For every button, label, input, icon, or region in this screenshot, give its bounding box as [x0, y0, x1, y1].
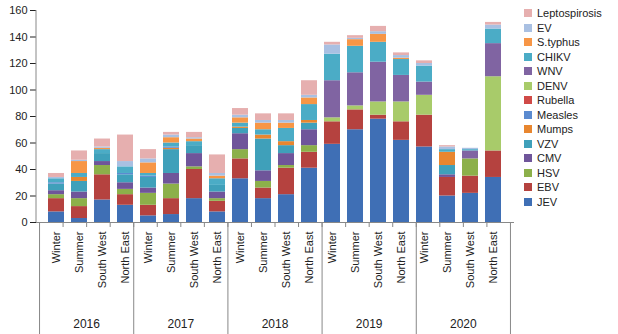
svg-text:Winter: Winter: [326, 231, 338, 263]
html-text:EV: EV: [537, 21, 552, 34]
svg-text:North East: North East: [303, 232, 315, 284]
svg-text:Summer: Summer: [349, 231, 361, 273]
svg-text:South West: South West: [96, 232, 108, 289]
svg-text:Winter: Winter: [234, 231, 246, 263]
html-text:Rubella: Rubella: [537, 94, 575, 107]
svg-text:160: 160: [9, 4, 27, 16]
svg-text:2018: 2018: [262, 317, 289, 331]
svg-text:South West: South West: [372, 232, 384, 289]
html-text:JEV: JEV: [537, 195, 558, 208]
svg-text:2019: 2019: [356, 317, 383, 331]
svg-text:Winter: Winter: [418, 231, 430, 263]
svg-text:2017: 2017: [167, 317, 194, 331]
html-text:CHIKV: CHIKV: [537, 50, 571, 63]
html-text:HSV: HSV: [537, 166, 560, 179]
html-text:S.typhus: S.typhus: [537, 36, 580, 49]
html-text:DENV: DENV: [537, 79, 568, 92]
html-text:WNV: WNV: [537, 65, 563, 78]
svg-text:Summer: Summer: [165, 231, 177, 273]
svg-text:Winter: Winter: [142, 231, 154, 263]
svg-text:North East: North East: [395, 232, 407, 284]
svg-text:South West: South West: [464, 232, 476, 289]
svg-text:20: 20: [15, 190, 27, 202]
html-text:CMV: CMV: [537, 152, 562, 165]
html-text:Measles: Measles: [537, 108, 578, 121]
html-text:VZV: VZV: [537, 137, 559, 150]
svg-text:0: 0: [21, 216, 27, 228]
svg-text:2016: 2016: [73, 317, 100, 331]
html-text:Mumps: Mumps: [537, 123, 574, 136]
html-text:Leptospirosis: Leptospirosis: [537, 7, 602, 20]
svg-text:140: 140: [9, 31, 27, 43]
svg-text:60: 60: [15, 137, 27, 149]
svg-text:North East: North East: [487, 232, 499, 284]
svg-text:Summer: Summer: [257, 231, 269, 273]
svg-text:South West: South West: [280, 232, 292, 289]
svg-text:North East: North East: [119, 232, 131, 284]
svg-text:Summer: Summer: [73, 231, 85, 273]
svg-text:100: 100: [9, 84, 27, 96]
svg-text:80: 80: [15, 110, 27, 122]
svg-text:2020: 2020: [450, 317, 477, 331]
svg-text:120: 120: [9, 57, 27, 69]
svg-text:40: 40: [15, 163, 27, 175]
html-text:EBV: EBV: [537, 181, 559, 194]
svg-text:North East: North East: [211, 232, 223, 284]
svg-text:Summer: Summer: [441, 231, 453, 273]
svg-text:Winter: Winter: [50, 231, 62, 263]
svg-text:South West: South West: [188, 232, 200, 289]
